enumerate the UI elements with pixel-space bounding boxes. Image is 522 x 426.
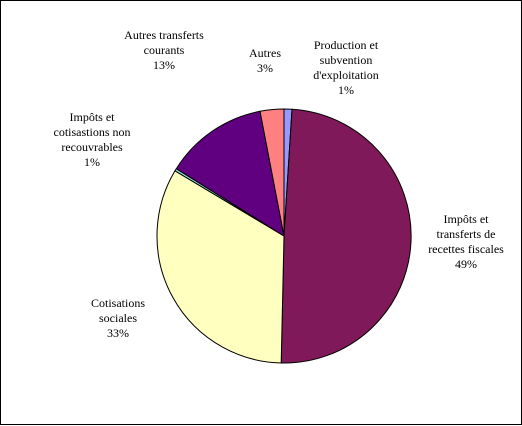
slice-label-3-line-3: 1% — [84, 155, 100, 169]
pie-slice-1 — [280, 108, 412, 364]
slice-label-1-line-3: 49% — [455, 257, 477, 271]
slice-label-0-line-0: Production et — [314, 38, 379, 52]
slice-label-0-line-3: 1% — [338, 83, 354, 97]
slice-label-4-line-0: Autres transferts — [124, 28, 204, 42]
slice-label-3-line-0: Impôts et — [70, 110, 116, 124]
slice-label-2-line-1: sociales — [99, 311, 137, 325]
pie-slice-4 — [175, 110, 285, 238]
slice-label-1-line-1: transferts de — [437, 227, 496, 241]
slice-label-2-line-2: 33% — [107, 326, 129, 340]
slice-label-5: Autres 3% — [249, 46, 281, 75]
slice-label-5-line-0: Autres — [249, 46, 281, 60]
slice-label-0-line-2: d'exploitation — [313, 68, 378, 82]
slice-label-1-line-0: Impôts et — [444, 212, 490, 226]
slice-label-1-line-2: recettes fiscales — [428, 242, 504, 256]
slice-label-3-line-1: cotisastions non — [54, 125, 131, 139]
pie-slice-2 — [156, 170, 285, 364]
slice-label-1: Impôts et transferts de recettes fiscales 4… — [428, 212, 504, 271]
pie-slice-5 — [259, 108, 285, 237]
slice-label-4-line-1: courants — [144, 43, 185, 57]
slice-label-5-line-1: 3% — [257, 61, 273, 75]
slice-label-0-line-1: subvention — [320, 53, 373, 67]
slice-label-3: Impôts et cotisastions non recouvrables 1% — [54, 110, 131, 169]
slice-label-2: Cotisations sociales 33% — [91, 296, 145, 340]
slice-label-4: Autres transferts courants 13% — [124, 28, 204, 72]
slice-label-4-line-2: 13% — [153, 58, 175, 72]
slice-label-3-line-2: recouvrables — [61, 140, 123, 154]
slice-label-2-line-0: Cotisations — [91, 296, 145, 310]
slice-label-0: Production et subvention d'exploitation 1% — [313, 38, 379, 97]
